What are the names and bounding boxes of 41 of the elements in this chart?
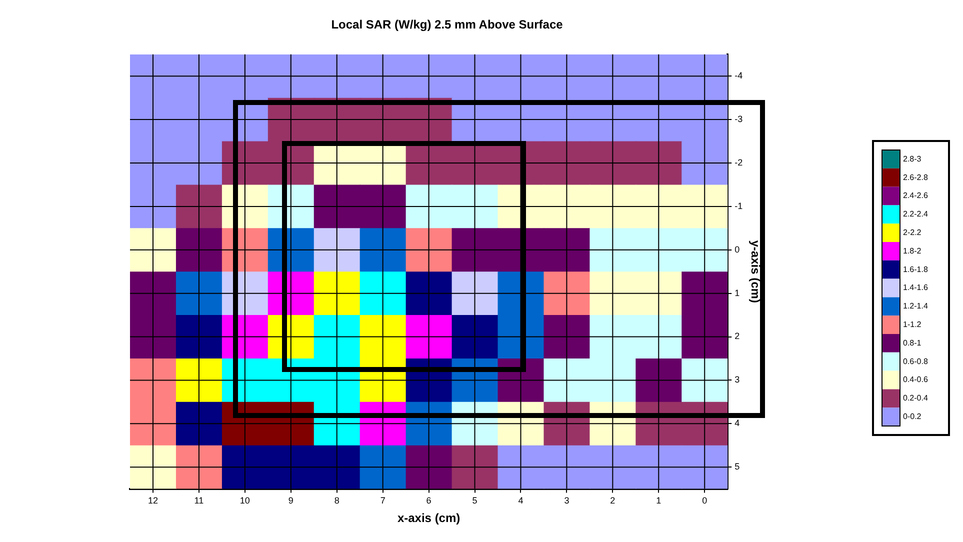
y-tick-label: 3 (734, 374, 740, 385)
y-tick-label: 4 (734, 418, 740, 428)
color-bar-label: 1.2-1.4 (903, 302, 928, 311)
color-bar-label: 2.2-2.4 (903, 210, 928, 219)
x-tick-label: 3 (564, 496, 570, 506)
x-tick-label: 0 (702, 496, 708, 506)
x-tick-label: 10 (240, 496, 250, 506)
x-tick-label: 5 (472, 496, 478, 506)
color-bar-label: 1.4-1.6 (903, 283, 928, 292)
x-tick-label: 12 (148, 496, 158, 506)
color-bar-label: 0-0.2 (903, 412, 922, 422)
y-tick-label: 1 (734, 288, 740, 298)
y-tick-label: -4 (734, 70, 743, 81)
y-tick-label: -1 (734, 200, 743, 211)
y-tick-label: -2 (734, 157, 743, 168)
x-tick-label: 11 (194, 496, 204, 506)
x-tick-label: 4 (518, 496, 524, 506)
color-bar-label: 2.4-2.6 (903, 191, 928, 200)
color-bar-label: 2.6-2.8 (903, 172, 928, 182)
color-bar-label: 0.2-0.4 (903, 394, 928, 403)
x-tick-label: 6 (426, 496, 432, 506)
y-tick-label: -3 (734, 114, 743, 124)
color-bar-label: 1-1.2 (903, 320, 922, 330)
color-bar-label: 2-2.2 (903, 228, 922, 238)
x-tick-label: 1 (656, 496, 662, 506)
color-bar-label: 0.6-0.8 (903, 356, 928, 366)
color-bar-label: 1.6-1.8 (903, 264, 928, 274)
color-bar-label: 1.8-2 (903, 246, 922, 256)
color-bar-label: 2.8-3 (903, 154, 922, 164)
x-tick-label: 9 (288, 496, 294, 506)
y-tick-label: 0 (734, 244, 740, 254)
y-tick-label: 2 (734, 331, 740, 342)
chart-title: Local SAR (W/kg) 2.5 mm Above Surface (331, 18, 564, 32)
x-tick-label: 8 (334, 496, 340, 506)
x-tick-label: 2 (610, 496, 616, 506)
color-bar-label: 0.8-1 (903, 338, 922, 348)
x-axis-title: x-axis (cm) (397, 511, 460, 526)
y-tick-label: 5 (734, 462, 740, 472)
color-bar-label: 0.4-0.6 (903, 375, 928, 384)
y-axis-title: y-axis (cm) (748, 240, 762, 303)
x-tick-label: 7 (380, 496, 386, 506)
